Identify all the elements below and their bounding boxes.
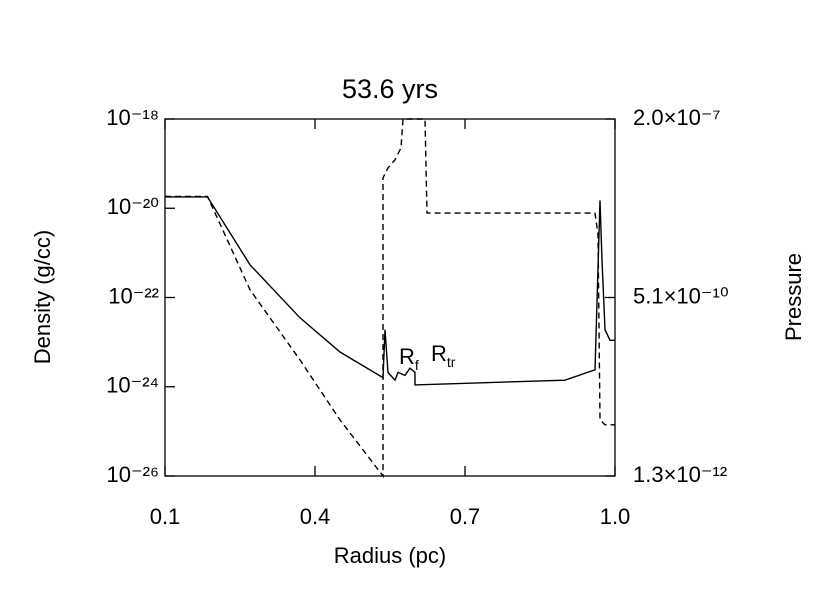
annotation-subscript: tr <box>447 354 456 370</box>
annotation-text: R <box>431 341 447 366</box>
chart-title: 53.6 yrs <box>342 74 438 104</box>
y-tick-label: 10⁻²⁶ <box>107 462 159 487</box>
x-tick-label: 0.4 <box>300 504 331 529</box>
data-line <box>165 196 615 386</box>
annotation-subscript: f <box>415 357 419 373</box>
x-axis-label: Radius (pc) <box>334 543 446 568</box>
plot-frame <box>164 118 616 477</box>
y2-tick-label: 2.0×10⁻⁷ <box>633 105 721 130</box>
annotation: Rtr <box>431 341 456 370</box>
y2-tick-label: 1.3×10⁻¹² <box>633 462 727 487</box>
annotation-text: R <box>399 344 415 369</box>
x-tick-label: 0.1 <box>150 504 181 529</box>
y-tick-label: 10⁻²⁴ <box>106 373 159 398</box>
x-tick-label: 0.7 <box>450 504 481 529</box>
y-tick-label: 10⁻²² <box>108 283 159 308</box>
y2-tick-label: 5.1×10⁻¹⁰ <box>633 283 729 308</box>
y-axis-label: Density (g/cc) <box>30 230 55 364</box>
data-line <box>165 118 615 479</box>
y-tick-label: 10⁻²⁰ <box>107 194 159 219</box>
y2-axis-label: Pressure <box>781 253 806 341</box>
annotation: Rf <box>399 344 419 373</box>
x-tick-label: 1.0 <box>600 504 631 529</box>
y-tick-label: 10⁻¹⁸ <box>106 105 159 130</box>
